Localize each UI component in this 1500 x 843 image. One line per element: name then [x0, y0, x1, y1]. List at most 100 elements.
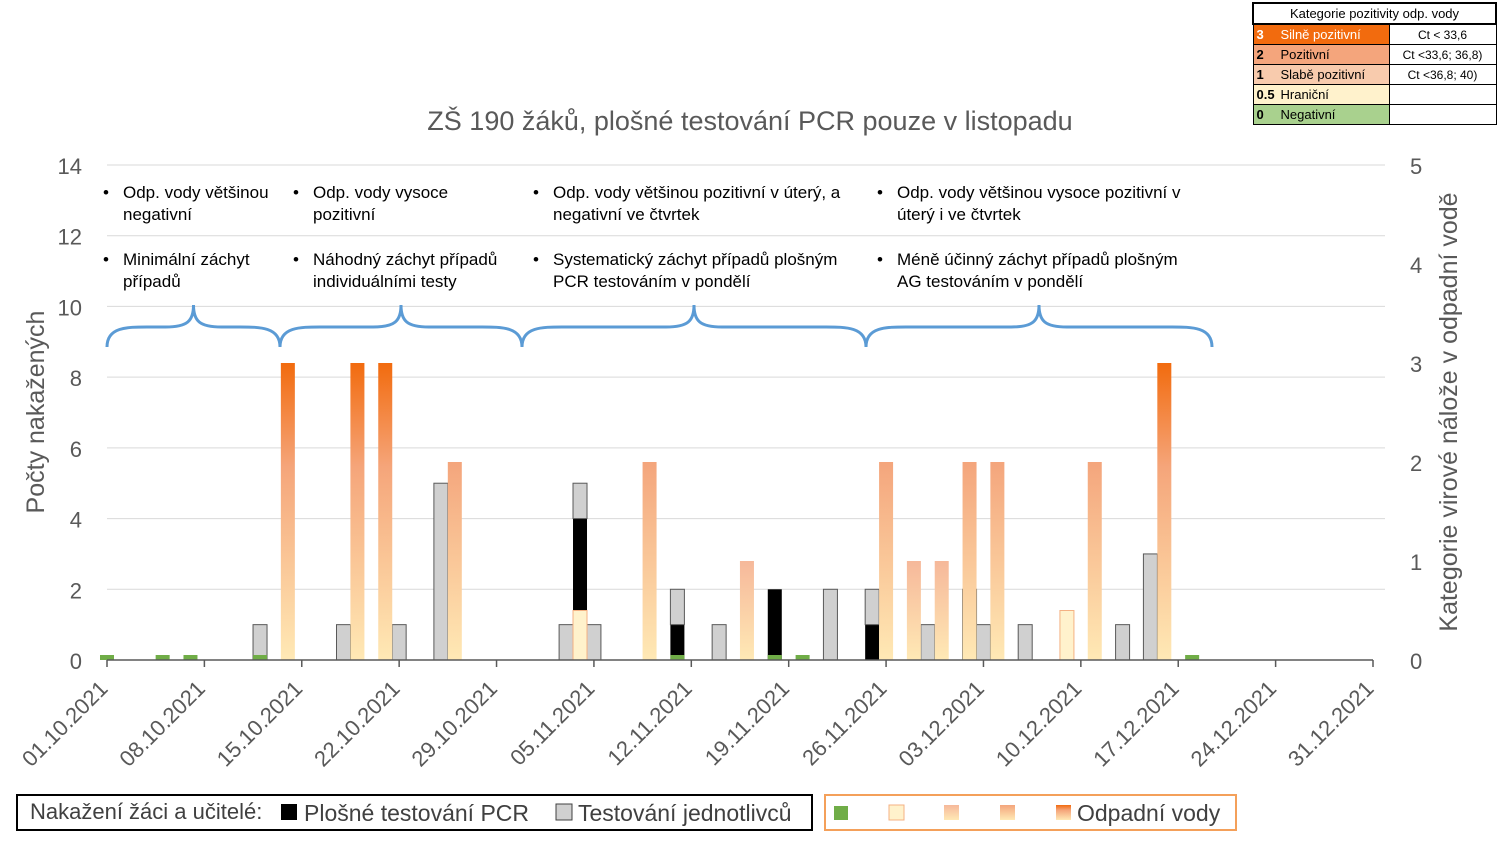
category-row: 0.5 Hraniční: [1252, 84, 1497, 105]
category-ct-cell: [1388, 84, 1497, 105]
category-ct-cell: Ct <33,6; 36,8): [1388, 44, 1497, 65]
bar-wastewater: [253, 655, 268, 660]
annotation-text: AG testováním v pondělí: [897, 272, 1083, 291]
legend-wastewater-label: Odpadní vody: [1077, 800, 1221, 826]
annotation-bullet: •: [877, 183, 883, 202]
bar-individual: [336, 624, 352, 661]
x-tick-label: 31.12.2021: [1283, 676, 1379, 772]
bar-pcr: [865, 624, 880, 660]
x-tick-label: 22.10.2021: [309, 676, 405, 772]
category-ct-cell: Ct <36,8; 40): [1388, 64, 1497, 85]
bar-wastewater: [155, 655, 170, 660]
category-name-cell: 1 Slabě pozitivní: [1252, 64, 1390, 85]
x-tick-label: 10.12.2021: [991, 676, 1087, 772]
category-row: 3 Silně pozitivní Ct < 33,6: [1252, 23, 1497, 45]
annotation-text: individuálními testy: [313, 272, 457, 291]
annotation-text: Systematický záchyt případů plošným: [553, 250, 837, 269]
annotation-text: pozitivní: [313, 205, 376, 224]
category-name-cell: 3 Silně pozitivní: [1252, 23, 1390, 45]
annotation-bullet: •: [877, 250, 883, 269]
annotation-brace: [520, 304, 868, 348]
legend: Nakažení žáci a učitelé: Plošné testován…: [16, 794, 1237, 831]
x-tick-label: 19.11.2021: [700, 676, 794, 770]
bar-wastewater: [739, 561, 754, 660]
bar-wastewater: [879, 462, 894, 660]
annotation-bullet: •: [293, 250, 299, 269]
category-name-cell: 0.5 Hraniční: [1252, 84, 1390, 105]
legend-infected-label: Nakažení žáci a učitelé:: [30, 799, 262, 824]
annotation-bullet: •: [533, 183, 539, 202]
annotation-text: případů: [123, 272, 181, 291]
annotation-text: Odp. vody vysoce: [313, 183, 448, 202]
x-tick-label: 29.10.2021: [407, 676, 503, 772]
category-row: 0 Negativní: [1252, 104, 1497, 125]
x-tick-label: 12.11.2021: [602, 676, 696, 770]
bar-individual: [669, 588, 685, 626]
category-ct-cell: [1388, 104, 1497, 125]
y-tick-label: 0: [70, 649, 82, 674]
legend-swatch-positive: [1000, 805, 1015, 820]
category-table-header: Kategorie pozitivity odp. vody: [1252, 2, 1497, 25]
y2-axis-label: Kategorie virové nálože v odpadní vodě: [1435, 192, 1463, 631]
category-row: 2 Pozitivní Ct <33,6; 36,8): [1252, 44, 1497, 65]
bar-individual: [558, 624, 574, 661]
bar-individual: [572, 482, 588, 520]
bar-wastewater: [767, 655, 782, 660]
bar-wastewater: [906, 561, 921, 660]
y2-tick-label: 1: [1410, 550, 1422, 575]
category-name-cell: 0 Negativní: [1252, 104, 1390, 125]
legend-individual-label: Testování jednotlivců: [578, 800, 792, 826]
legend-swatch-strong: [1056, 805, 1071, 820]
legend-swatch-individual: [555, 803, 573, 821]
annotation-text: Odp. vody většinou: [123, 183, 269, 202]
bar-individual: [864, 588, 880, 626]
annotation-text: PCR testováním v pondělí: [553, 272, 751, 291]
bar-wastewater: [350, 363, 365, 660]
bar-wastewater: [990, 462, 1005, 660]
y2-tick-label: 4: [1410, 253, 1422, 278]
category-row: 1 Slabě pozitivní Ct <36,8; 40): [1252, 64, 1497, 85]
bar-wastewater: [1087, 462, 1102, 660]
bar-wastewater: [962, 462, 977, 660]
bar-wastewater: [934, 561, 949, 660]
y-tick-label: 4: [70, 508, 82, 533]
annotation-text: Odp. vody většinou pozitivní v úterý, a: [553, 183, 841, 202]
y-axis-label: Počty nakažených: [22, 311, 50, 514]
bar-wastewater: [378, 363, 393, 660]
legend-pcr-label: Plošné testování PCR: [304, 800, 529, 826]
bar-pcr: [670, 624, 685, 660]
y-tick-label: 6: [70, 437, 82, 462]
bar-individual: [822, 588, 838, 661]
bar-individual: [920, 624, 936, 661]
annotation-brace: [278, 304, 524, 348]
annotation-text: Minimální záchyt: [123, 250, 250, 269]
category-name-cell: 2 Pozitivní: [1252, 44, 1390, 65]
annotation-brace: [864, 304, 1214, 348]
x-tick-label: 08.10.2021: [114, 676, 210, 772]
annotation-bullet: •: [103, 183, 109, 202]
bar-wastewater: [1185, 655, 1200, 660]
bar-wastewater: [280, 363, 295, 660]
bar-individual: [975, 624, 991, 661]
annotation-text: úterý i ve čtvrtek: [897, 205, 1021, 224]
chart-title: ZŠ 190 žáků, plošné testování PCR pouze …: [427, 105, 1072, 136]
y-tick-label: 14: [58, 154, 82, 179]
bar-wastewater: [100, 655, 114, 660]
annotation-text: negativní: [123, 205, 192, 224]
legend-swatch-negative: [834, 806, 848, 820]
y-tick-label: 10: [58, 295, 82, 320]
annotations: • Odp. vody většinou negativní • Minimální z…: [103, 183, 1181, 291]
y2-tick-label: 2: [1410, 451, 1422, 476]
y2-tick-label: 5: [1410, 154, 1422, 179]
bar-wastewater: [1157, 363, 1172, 660]
x-tick-label: 01.10.2021: [17, 676, 113, 772]
bar-individual: [433, 482, 449, 661]
y-tick-label: 12: [58, 225, 82, 250]
annotation-braces: [105, 304, 1214, 348]
grid-lines: [107, 164, 1385, 590]
annotation-text: Méně účinný záchyt případů plošným: [897, 250, 1178, 269]
bar-individual: [252, 624, 268, 661]
bar-pcr: [767, 589, 782, 660]
x-tick-label: 15.10.2021: [212, 676, 308, 772]
